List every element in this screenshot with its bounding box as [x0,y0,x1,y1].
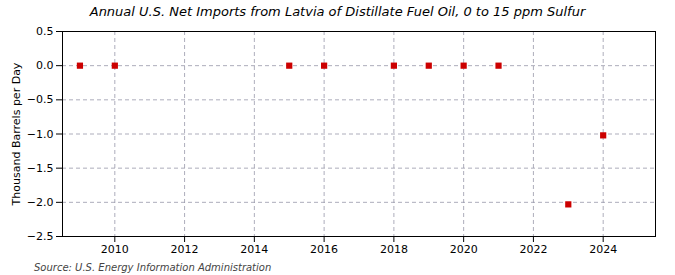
svg-text:2016: 2016 [310,243,338,256]
svg-text:−2.0: −2.0 [27,196,54,209]
svg-text:Thousand Barrels per Day: Thousand Barrels per Day [10,62,23,206]
svg-text:−0.5: −0.5 [27,93,54,106]
svg-text:2018: 2018 [380,243,408,256]
svg-text:2012: 2012 [171,243,199,256]
svg-text:2010: 2010 [101,243,129,256]
html-text:Annual U.S. Net Imports from L: Annual U.S. Net Imports from Latvia of D… [89,4,586,19]
svg-text:−2.5: −2.5 [27,230,54,243]
svg-text:−1.5: −1.5 [27,162,54,175]
svg-text:−1.0: −1.0 [27,128,54,141]
svg-text:2014: 2014 [240,243,268,256]
html-text:Source: U.S. Energy Informatio: Source: U.S. Energy Information Administ… [34,262,272,273]
svg-text:2020: 2020 [450,243,478,256]
svg-text:0.5: 0.5 [36,25,54,38]
svg-text:2022: 2022 [519,243,547,256]
svg-text:0.0: 0.0 [36,59,54,72]
svg-text:2024: 2024 [589,243,617,256]
